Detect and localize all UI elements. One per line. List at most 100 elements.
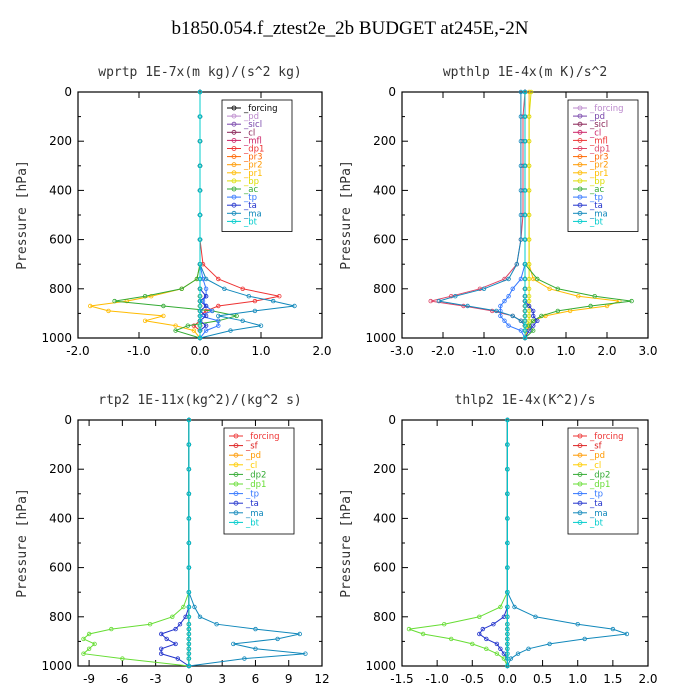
data-point [522,303,528,309]
x-tick-label: -9 [83,672,95,686]
data-point [186,417,192,423]
legend-label: _ta [589,499,603,509]
legend-label: _pd [589,112,605,122]
x-tick-label: 2.0 [638,672,657,686]
data-point [526,294,532,299]
y-tick-label: 800 [49,282,72,296]
data-point [186,636,192,642]
x-tick-label: 2.0 [597,344,616,358]
legend-marker [577,210,583,216]
data-point [203,276,209,282]
data-point [453,294,458,299]
data-point [526,188,532,193]
legend-label: _pr1 [243,169,263,179]
legend-label: _cl [245,461,257,471]
data-point [528,89,534,95]
y-tick-label: 1000 [41,331,72,345]
data-point [192,604,197,610]
y-tick-label: 0 [64,85,72,99]
y-tick-label: 0 [64,413,72,427]
legend-marker [231,154,237,160]
data-point [197,614,203,619]
y-tick-label: 400 [373,511,396,525]
legend-label: _dp2 [245,470,266,480]
data-point [505,491,510,496]
data-point [242,656,247,661]
data-point [186,565,192,570]
data-point [186,626,192,632]
data-point [186,516,192,521]
legend-marker [233,471,239,477]
data-point [498,646,503,651]
data-point [216,276,221,282]
data-point [222,286,227,291]
y-axis-label: Pressure [hPa] [339,488,354,598]
legend-marker [577,162,583,168]
data-point [186,631,192,637]
legend-marker [577,121,583,127]
data-point [522,298,528,304]
panel-3: rtp2 1E-11x(kg^2)/(kg^2 s) Pressure [hPa]… [15,393,330,686]
legend: _forcing_sf_pd_cl_dp2_dp1_tp_ta_ma_bt [567,427,639,535]
y-axis-label: Pressure [hPa] [15,488,30,598]
y-tick-label: 800 [373,282,396,296]
data-point [494,641,500,647]
data-point [494,651,500,656]
data-point [502,298,507,304]
data-point [505,641,510,647]
data-point [518,276,524,282]
legend-marker [231,194,237,200]
data-point [275,636,280,642]
legend-marker [231,218,237,224]
legend-marker [577,510,583,516]
data-point [522,294,528,299]
x-tick-label: 1.0 [251,344,270,358]
legend-marker [577,443,583,449]
legend-marker [577,154,583,160]
data-point [512,604,517,610]
legend-label: _bp [243,177,259,187]
data-point [477,614,482,619]
data-point [477,286,483,291]
data-point [200,276,206,282]
data-point [494,308,499,314]
data-point [303,651,308,656]
data-point [484,636,489,642]
legend-marker [233,443,239,449]
legend-label: _ma [589,509,608,519]
y-tick-label: 200 [49,134,72,148]
data-point [498,604,503,610]
legend-marker [577,520,583,525]
data-point [526,646,531,651]
data-point [277,294,282,299]
y-tick-label: 200 [373,134,396,148]
data-point [526,237,532,242]
legend-marker [231,162,237,168]
data-point [112,298,117,304]
data-point [522,237,528,242]
data-point [547,286,552,291]
data-point [505,442,510,447]
data-point [531,318,536,323]
data-point [200,262,206,267]
data-point [505,565,510,570]
legend-label: _cl [589,461,601,471]
data-point [582,636,587,642]
data-point [522,212,528,218]
data-point [610,626,616,632]
data-point [197,237,203,242]
legend-marker [577,105,583,111]
series-line-dp1 [82,420,190,667]
legend-marker [577,146,583,151]
data-point [491,622,496,627]
data-point [240,286,245,291]
legend-marker [577,471,583,477]
data-point [186,646,192,651]
data-point [522,335,528,341]
data-point [522,114,528,119]
data-point [186,491,192,496]
data-point [518,114,524,119]
data-point [191,323,197,328]
legend-label: _dp2 [589,470,610,480]
